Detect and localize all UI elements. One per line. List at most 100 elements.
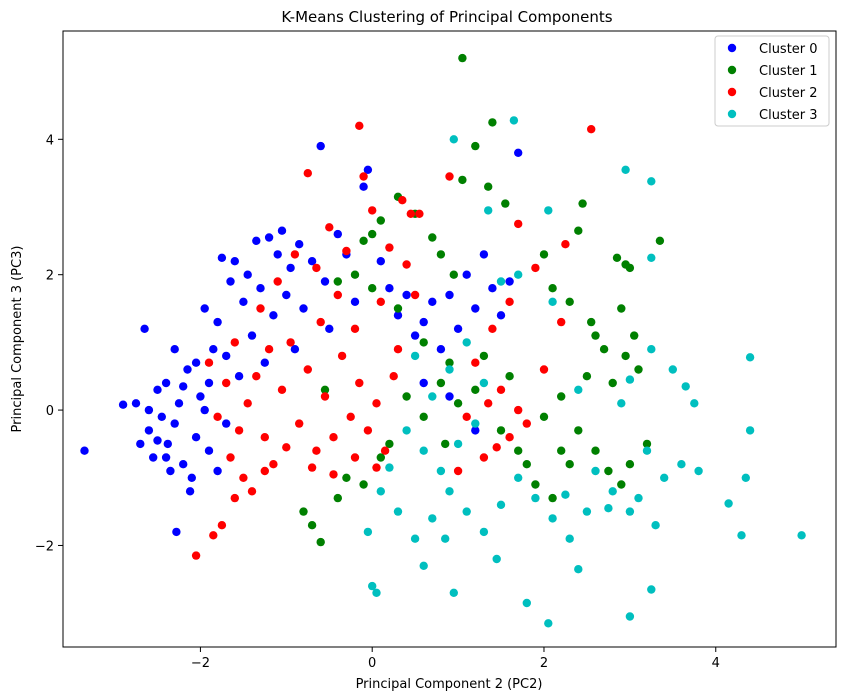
point-cluster-3 — [625, 375, 635, 384]
point-cluster-2 — [462, 412, 471, 421]
point-cluster-1 — [471, 385, 480, 394]
point-cluster-0 — [445, 290, 454, 300]
point-cluster-3 — [548, 297, 557, 306]
point-cluster-3 — [410, 351, 420, 361]
point-cluster-1 — [359, 236, 368, 245]
point-cluster-0 — [299, 304, 308, 313]
point-cluster-2 — [247, 487, 257, 496]
point-cluster-0 — [163, 439, 172, 449]
point-cluster-0 — [269, 311, 278, 320]
point-cluster-1 — [307, 521, 317, 530]
point-cluster-2 — [514, 219, 523, 229]
point-cluster-3 — [647, 253, 656, 262]
point-cluster-2 — [514, 405, 523, 415]
point-cluster-0 — [213, 317, 222, 327]
point-cluster-2 — [445, 172, 454, 181]
point-cluster-1 — [419, 412, 428, 421]
point-cluster-3 — [724, 499, 733, 508]
point-cluster-2 — [350, 453, 360, 462]
point-cluster-2 — [320, 392, 330, 401]
point-cluster-0 — [316, 141, 325, 151]
point-cluster-3 — [642, 446, 652, 455]
y-axis-label: Principal Component 3 (PC3) — [10, 246, 25, 433]
point-cluster-1 — [471, 141, 480, 151]
point-cluster-2 — [230, 338, 239, 347]
points-layer — [80, 53, 806, 628]
point-cluster-2 — [337, 351, 347, 361]
point-cluster-0 — [453, 324, 463, 333]
point-cluster-2 — [342, 246, 351, 256]
point-cluster-0 — [295, 240, 304, 249]
point-cluster-3 — [745, 426, 755, 435]
point-cluster-3 — [368, 581, 377, 591]
point-cluster-2 — [479, 453, 489, 462]
point-cluster-3 — [428, 392, 437, 401]
point-cluster-3 — [651, 521, 660, 530]
point-cluster-0 — [144, 405, 154, 415]
point-cluster-0 — [264, 233, 274, 242]
point-cluster-0 — [252, 236, 261, 245]
point-cluster-1 — [376, 453, 385, 462]
point-cluster-3 — [574, 385, 583, 394]
point-cluster-1 — [514, 446, 523, 455]
point-cluster-0 — [385, 284, 394, 293]
point-cluster-3 — [496, 500, 506, 509]
point-cluster-2 — [376, 297, 385, 306]
point-cluster-0 — [260, 358, 269, 367]
point-cluster-0 — [479, 250, 489, 259]
point-cluster-2 — [226, 453, 235, 462]
point-cluster-3 — [668, 365, 677, 374]
point-cluster-3 — [647, 345, 656, 354]
point-cluster-1 — [574, 226, 583, 235]
point-cluster-3 — [492, 554, 501, 564]
point-cluster-2 — [350, 324, 360, 333]
point-cluster-0 — [140, 324, 149, 333]
point-cluster-0 — [286, 263, 295, 273]
point-cluster-2 — [505, 297, 514, 306]
y-tick-label: 2 — [46, 269, 54, 284]
point-cluster-1 — [333, 277, 342, 286]
point-cluster-3 — [462, 507, 471, 516]
point-cluster-3 — [634, 493, 643, 503]
point-cluster-0 — [256, 284, 265, 293]
point-cluster-3 — [647, 585, 656, 594]
point-cluster-0 — [282, 290, 291, 300]
point-cluster-1 — [496, 426, 506, 435]
point-cluster-1 — [449, 270, 458, 279]
point-cluster-0 — [153, 385, 162, 394]
point-cluster-1 — [419, 338, 428, 347]
point-cluster-1 — [453, 399, 463, 408]
point-cluster-1 — [557, 392, 566, 401]
point-cluster-1 — [333, 493, 342, 503]
point-cluster-1 — [621, 351, 630, 361]
point-cluster-2 — [496, 385, 506, 394]
x-tick-label: 2 — [540, 656, 548, 671]
point-cluster-2 — [471, 358, 480, 367]
point-cluster-3 — [509, 116, 519, 125]
point-cluster-2 — [243, 399, 252, 408]
point-cluster-0 — [230, 257, 239, 266]
point-cluster-2 — [355, 378, 364, 388]
point-cluster-1 — [565, 460, 574, 469]
point-cluster-0 — [187, 473, 196, 482]
point-cluster-0 — [204, 378, 214, 388]
point-cluster-2 — [368, 206, 377, 215]
point-cluster-0 — [217, 253, 227, 262]
point-cluster-0 — [471, 426, 480, 435]
point-cluster-3 — [574, 565, 583, 574]
point-cluster-2 — [539, 365, 549, 374]
point-cluster-3 — [402, 426, 411, 435]
point-cluster-0 — [161, 378, 171, 388]
point-cluster-2 — [410, 290, 420, 300]
point-cluster-2 — [252, 372, 261, 381]
chart-title: K-Means Clustering of Principal Componen… — [281, 8, 612, 26]
point-cluster-1 — [402, 392, 411, 401]
point-cluster-1 — [630, 331, 639, 340]
point-cluster-0 — [419, 317, 428, 327]
point-cluster-1 — [531, 480, 540, 489]
legend-label: Cluster 2 — [759, 86, 818, 101]
point-cluster-3 — [419, 561, 428, 570]
point-cluster-2 — [269, 460, 278, 469]
point-cluster-0 — [320, 277, 330, 286]
point-cluster-3 — [393, 507, 403, 516]
